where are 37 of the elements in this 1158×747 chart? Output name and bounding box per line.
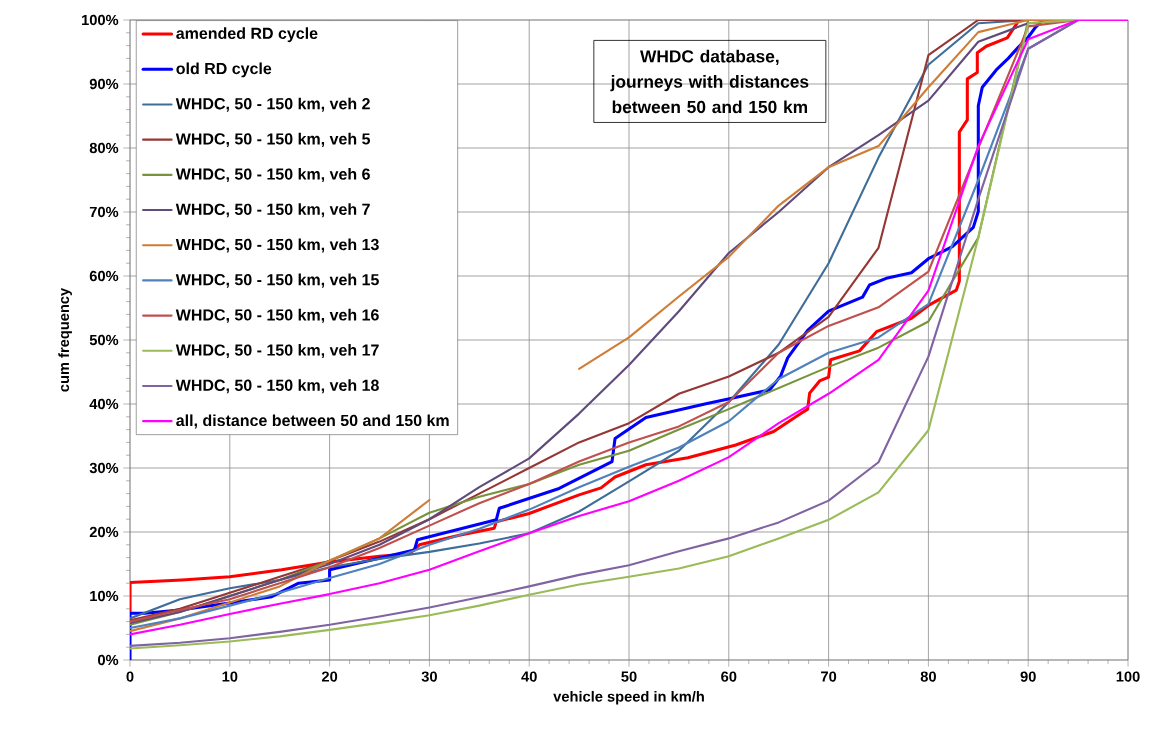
x-tick-label: 10 [222, 671, 238, 682]
legend-label: WHDC, 50 - 150 km, veh 7 [175, 203, 370, 218]
legend-label: all, distance between 50 and 150 km [176, 414, 449, 429]
x-tick-label: 100 [1116, 671, 1140, 682]
y-tick-label: 40% [89, 398, 119, 410]
y-axis-title: cum frequency [58, 287, 72, 392]
y-tick-label: 90% [89, 78, 119, 90]
y-tick-label: 80% [89, 142, 119, 154]
annotation: WHDC database, journeys with distances between 50 and 150 km [610, 49, 809, 114]
legend-label: WHDC, 50 - 150 km, veh 15 [175, 273, 379, 288]
legend-label: WHDC, 50 - 150 km, veh 13 [175, 238, 379, 253]
y-tick-label: 70% [89, 206, 119, 218]
x-tick-label: 30 [421, 671, 437, 682]
x-tick-label: 90 [1020, 671, 1036, 682]
x-tick-label: 70 [821, 671, 837, 682]
y-tick-label: 0% [98, 654, 119, 666]
x-tick-label: 0 [126, 671, 134, 682]
x-tick-label: 50 [621, 671, 637, 682]
legend-label: WHDC, 50 - 150 km, veh 5 [175, 132, 371, 147]
legend-label: WHDC, 50 - 150 km, veh 2 [175, 97, 370, 112]
x-tick-label: 40 [521, 671, 537, 682]
y-tick-label: 100% [82, 14, 119, 26]
legend-label: WHDC, 50 - 150 km, veh 17 [175, 344, 379, 359]
legend-label: WHDC, 50 - 150 km, veh 6 [175, 168, 370, 183]
y-tick-label: 60% [89, 270, 119, 282]
legend-label: amended RD cycle [176, 27, 318, 43]
y-tick-label: 10% [90, 590, 119, 602]
y-tick-label: 20% [89, 526, 119, 538]
x-tick-label: 20 [321, 671, 338, 682]
legend-label: WHDC, 50 - 150 km, veh 16 [175, 308, 379, 323]
legend-label: WHDC, 50 - 150 km, veh 18 [175, 379, 379, 394]
legend-label: old RD cycle [176, 62, 272, 78]
y-tick-label: 50% [89, 334, 119, 346]
x-axis-title: vehicle speed in km/h [553, 690, 704, 705]
y-tick-label: 30% [89, 462, 119, 474]
x-tick-label: 60 [721, 671, 737, 682]
x-tick-label: 80 [920, 671, 936, 682]
